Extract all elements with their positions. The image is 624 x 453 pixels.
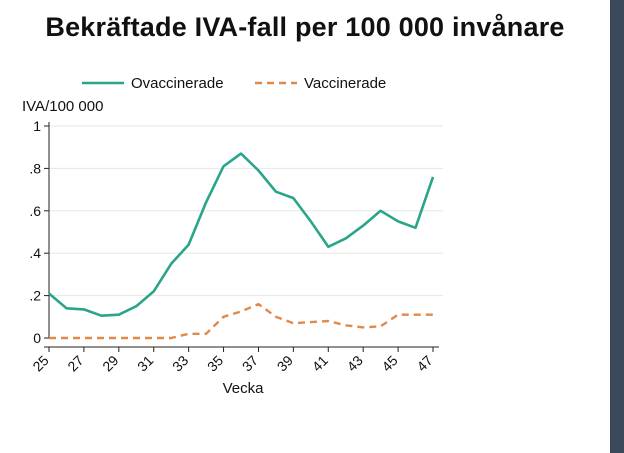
x-tick-label: 29 [99, 352, 121, 374]
legend: Ovaccinerade Vaccinerade [82, 75, 386, 92]
series-line-ovaccinerade [48, 152, 435, 318]
series-line-vaccinerade [49, 302, 433, 340]
axes: 0 .2 .4 .6 .8 1 25 27 29 31 33 35 37 39 41 43 45 47 [29, 118, 439, 375]
slide-frame [0, 0, 610, 453]
x-tick-label: 45 [378, 352, 400, 374]
window-edge [610, 0, 624, 453]
x-tick-label: 27 [64, 352, 86, 374]
x-tick-label: 47 [413, 352, 435, 374]
series [48, 152, 435, 340]
grid [49, 125, 443, 297]
x-tick-label: 39 [274, 352, 296, 374]
legend-label-ovaccinerade: Ovaccinerade [131, 75, 224, 92]
y-tick-label: 1 [33, 118, 41, 134]
x-tick-label: 31 [134, 352, 156, 374]
y-tick-label: .4 [29, 245, 41, 261]
y-tick-label: .6 [29, 203, 41, 219]
chart-title: Bekräftade IVA-fall per 100 000 invånare [45, 12, 565, 42]
x-tick-label: 33 [169, 352, 191, 374]
x-tick-label: 43 [344, 352, 366, 374]
x-tick-label: 35 [204, 352, 226, 374]
legend-label-vaccinerade: Vaccinerade [304, 75, 386, 92]
y-axis-label: IVA/100 000 [22, 98, 103, 115]
y-tick-label: 0 [33, 330, 41, 346]
y-tick-label: .2 [29, 288, 41, 304]
x-tick-label: 37 [239, 352, 261, 374]
line-chart: 0 .2 .4 .6 .8 1 25 27 29 31 33 35 37 39 41 43 45 47 Ovacc… [22, 75, 443, 397]
x-axis-label: Vecka [223, 380, 265, 397]
y-tick-label: .8 [29, 160, 41, 176]
x-tick-label: 25 [29, 352, 51, 374]
x-tick-label: 41 [309, 352, 331, 374]
